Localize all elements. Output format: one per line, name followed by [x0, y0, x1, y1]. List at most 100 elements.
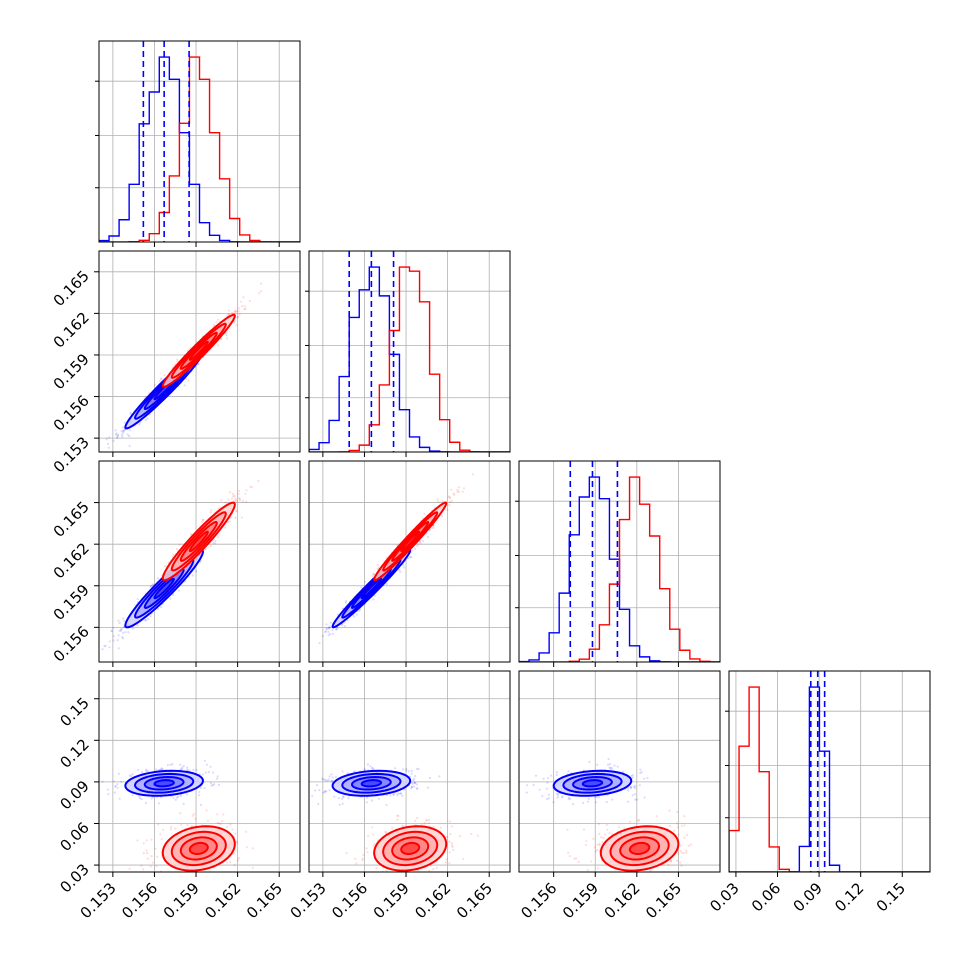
sample-point [233, 863, 236, 867]
sample-point [417, 767, 420, 771]
sample-point [629, 787, 633, 790]
sample-point [391, 568, 394, 571]
sample-point [448, 496, 451, 499]
contour-line [179, 331, 218, 370]
sample-point [646, 776, 649, 780]
sample-point [186, 768, 189, 771]
sample-point [456, 490, 459, 494]
sample-point [158, 380, 161, 383]
sample-point [366, 592, 369, 595]
sample-point [446, 508, 449, 511]
sample-point [341, 795, 344, 798]
sample-point [108, 640, 111, 643]
sample-point [138, 796, 142, 800]
panel-frame [98, 40, 301, 243]
sample-point [385, 831, 388, 834]
sample-point [154, 383, 157, 386]
sample-point [322, 778, 325, 781]
sample-point [355, 613, 358, 616]
sample-point [235, 310, 238, 313]
sample-point [451, 845, 454, 849]
sample-point [677, 833, 680, 837]
sample-point [370, 799, 373, 802]
sample-point [685, 851, 688, 854]
sample-point [129, 429, 132, 432]
sample-point [234, 516, 237, 519]
panel-frame [308, 460, 511, 663]
sample-point [146, 852, 149, 855]
sample-point [151, 861, 154, 864]
sample-point [169, 795, 172, 798]
sample-point [241, 500, 245, 503]
sample-point [146, 769, 149, 773]
sample-point [374, 875, 376, 877]
sample-point [317, 802, 320, 806]
sample-point [154, 401, 157, 404]
sample-point [114, 785, 117, 788]
sample-point [450, 844, 454, 847]
panel-frame [518, 460, 721, 663]
sample-point [101, 648, 104, 651]
sample-point [180, 823, 183, 826]
sample-point [640, 771, 643, 774]
sample-point [138, 795, 141, 798]
sample-point [448, 851, 451, 854]
contour-line [382, 511, 439, 572]
sample-point [358, 609, 361, 612]
sample-point [136, 839, 139, 842]
sample-point [108, 646, 111, 649]
sample-point [237, 307, 241, 310]
sample-point [594, 850, 597, 853]
sample-point [112, 780, 115, 783]
sample-point [203, 759, 206, 762]
sample-point [343, 625, 346, 628]
sample-point [149, 615, 152, 618]
sample-point [209, 782, 213, 785]
sample-point [446, 835, 449, 839]
sample-point [555, 773, 558, 777]
sample-point [238, 496, 241, 499]
sample-point [372, 833, 375, 836]
histogram-panel [519, 461, 720, 662]
sample-point [643, 777, 646, 780]
sample-point [685, 849, 688, 852]
sample-point [410, 785, 414, 789]
sample-point [331, 632, 334, 636]
sample-point [226, 826, 229, 829]
sample-point [342, 796, 345, 799]
sample-point [91, 670, 93, 672]
sample-point [449, 500, 452, 503]
sample-point [189, 532, 193, 536]
sample-point [161, 388, 165, 391]
sample-point [410, 876, 412, 878]
sample-point [330, 773, 333, 776]
sample-point [567, 770, 570, 773]
sample-point [361, 859, 364, 862]
sample-point [182, 802, 185, 806]
sample-point [106, 788, 109, 791]
sample-point [235, 500, 238, 503]
sample-point [154, 396, 158, 399]
sample-point [216, 821, 219, 825]
tick-label: 0.162 [411, 879, 454, 922]
sample-point [225, 334, 228, 337]
sample-point [315, 784, 319, 787]
sample-point [234, 510, 237, 513]
sample-point [231, 492, 234, 495]
sample-point [233, 320, 236, 323]
tick-label: 0.165 [50, 267, 93, 310]
sample-point [405, 767, 408, 771]
tick-label: 0.165 [453, 879, 496, 922]
sample-point [195, 768, 198, 772]
sample-point [448, 820, 451, 823]
sample-point [244, 307, 247, 310]
sample-point [215, 321, 218, 324]
sample-point [341, 607, 344, 610]
sample-point [191, 574, 194, 577]
sample-point [138, 423, 141, 426]
sample-point [237, 489, 241, 492]
sample-point [203, 787, 206, 790]
tick-label: 0.156 [50, 622, 93, 665]
sample-point [383, 882, 385, 884]
scatter-panel [309, 461, 510, 662]
